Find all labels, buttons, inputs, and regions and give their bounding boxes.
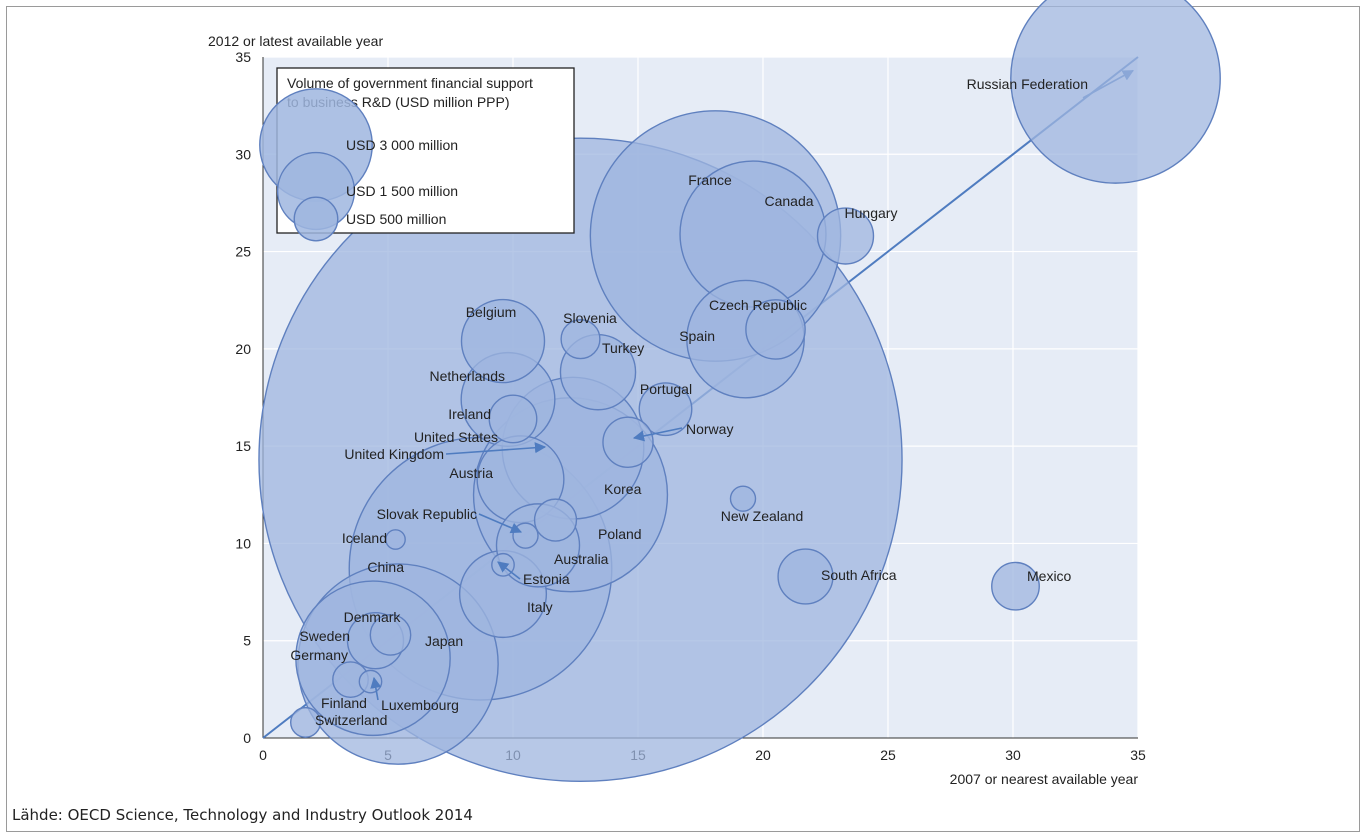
label-turkey: Turkey — [602, 340, 644, 356]
label-russian-federation: Russian Federation — [967, 76, 1088, 92]
bubble-poland — [533, 498, 578, 542]
bubble-new-zealand — [729, 485, 757, 512]
x-tick-label: 25 — [880, 747, 896, 763]
label-china: China — [367, 559, 404, 575]
y-tick-label: 5 — [243, 633, 251, 649]
label-united-states: United States — [414, 429, 498, 445]
x-tick-label: 30 — [1005, 747, 1021, 763]
label-czech-republic: Czech Republic — [709, 297, 807, 313]
label-mexico: Mexico — [1027, 568, 1072, 584]
label-luxembourg: Luxembourg — [381, 697, 459, 713]
label-austria: Austria — [449, 465, 493, 481]
bubble-denmark — [369, 613, 412, 656]
label-germany: Germany — [290, 647, 348, 663]
label-france: France — [688, 172, 732, 188]
y-axis-label: 2012 or latest available year — [208, 33, 383, 49]
label-estonia: Estonia — [523, 571, 570, 587]
bubble-mexico — [991, 561, 1040, 611]
label-slovak-republic: Slovak Republic — [377, 506, 477, 522]
bubble-norway — [602, 416, 654, 468]
y-tick-label: 35 — [235, 49, 251, 65]
united-kingdom-arrow — [445, 442, 547, 455]
label-japan: Japan — [425, 633, 463, 649]
bubble-slovak-republic — [512, 522, 539, 549]
label-denmark: Denmark — [344, 609, 402, 625]
bubble-hungary — [816, 207, 875, 265]
label-slovenia: Slovenia — [563, 310, 617, 326]
label-finland: Finland — [321, 695, 367, 711]
label-south-africa: South Africa — [821, 567, 897, 583]
label-norway: Norway — [686, 421, 733, 437]
legend-label-small: USD 500 million — [346, 211, 446, 227]
label-netherlands: Netherlands — [430, 368, 506, 384]
bubble-slovenia — [560, 319, 601, 360]
label-iceland: Iceland — [342, 530, 387, 546]
estonia-arrow — [497, 561, 521, 580]
label-new-zealand: New Zealand — [721, 508, 804, 524]
legend-title-line-1: Volume of government financial support — [287, 75, 533, 91]
bubble-iceland — [385, 529, 406, 550]
label-ireland: Ireland — [448, 406, 491, 422]
source-note: Lähde: OECD Science, Technology and Indu… — [12, 806, 473, 824]
bubble-ireland — [488, 394, 538, 444]
bubble-belgium — [460, 298, 546, 384]
label-switzerland: Switzerland — [315, 712, 387, 728]
bubble-portugal — [638, 382, 693, 437]
legend-label-large: USD 3 000 million — [346, 137, 458, 153]
bubble-russian-federation — [1010, 0, 1221, 184]
leader-arrows — [370, 427, 683, 701]
y-tick-label: 20 — [235, 341, 251, 357]
slovak-republic-arrow — [478, 513, 523, 534]
label-sweden: Sweden — [299, 628, 350, 644]
legend: Volume of government financial support t… — [259, 67, 575, 242]
label-korea: Korea — [604, 481, 642, 497]
bubble-switzerland — [289, 706, 322, 738]
x-tick-label: 20 — [755, 747, 771, 763]
bubbles — [258, 0, 1221, 782]
y-tick-label: 10 — [235, 535, 251, 551]
bubble-south-africa — [777, 548, 834, 605]
y-tick-label: 30 — [235, 146, 251, 162]
bubble-luxembourg — [358, 669, 383, 694]
label-poland: Poland — [598, 526, 642, 542]
legend-bubble-small — [293, 196, 339, 242]
y-tick-label: 0 — [243, 730, 251, 746]
label-portugal: Portugal — [640, 381, 692, 397]
label-australia: Australia — [554, 551, 609, 567]
country-labels: United States Russian Federation France Can… — [290, 76, 1088, 728]
label-belgium: Belgium — [466, 304, 517, 320]
x-axis-label: 2007 or nearest available year — [950, 771, 1139, 787]
label-hungary: Hungary — [845, 205, 898, 221]
y-tick-label: 25 — [235, 244, 251, 260]
x-tick-label: 35 — [1130, 747, 1146, 763]
legend-label-medium: USD 1 500 million — [346, 183, 458, 199]
label-canada: Canada — [764, 193, 813, 209]
x-tick-label: 0 — [259, 747, 267, 763]
luxembourg-arrow — [370, 676, 382, 701]
label-spain: Spain — [679, 328, 715, 344]
label-united-kingdom: United Kingdom — [344, 446, 444, 462]
norway-arrow — [632, 427, 683, 442]
y-tick-label: 15 — [235, 438, 251, 454]
bubble-czech-republic — [745, 299, 806, 360]
label-italy: Italy — [527, 599, 553, 615]
